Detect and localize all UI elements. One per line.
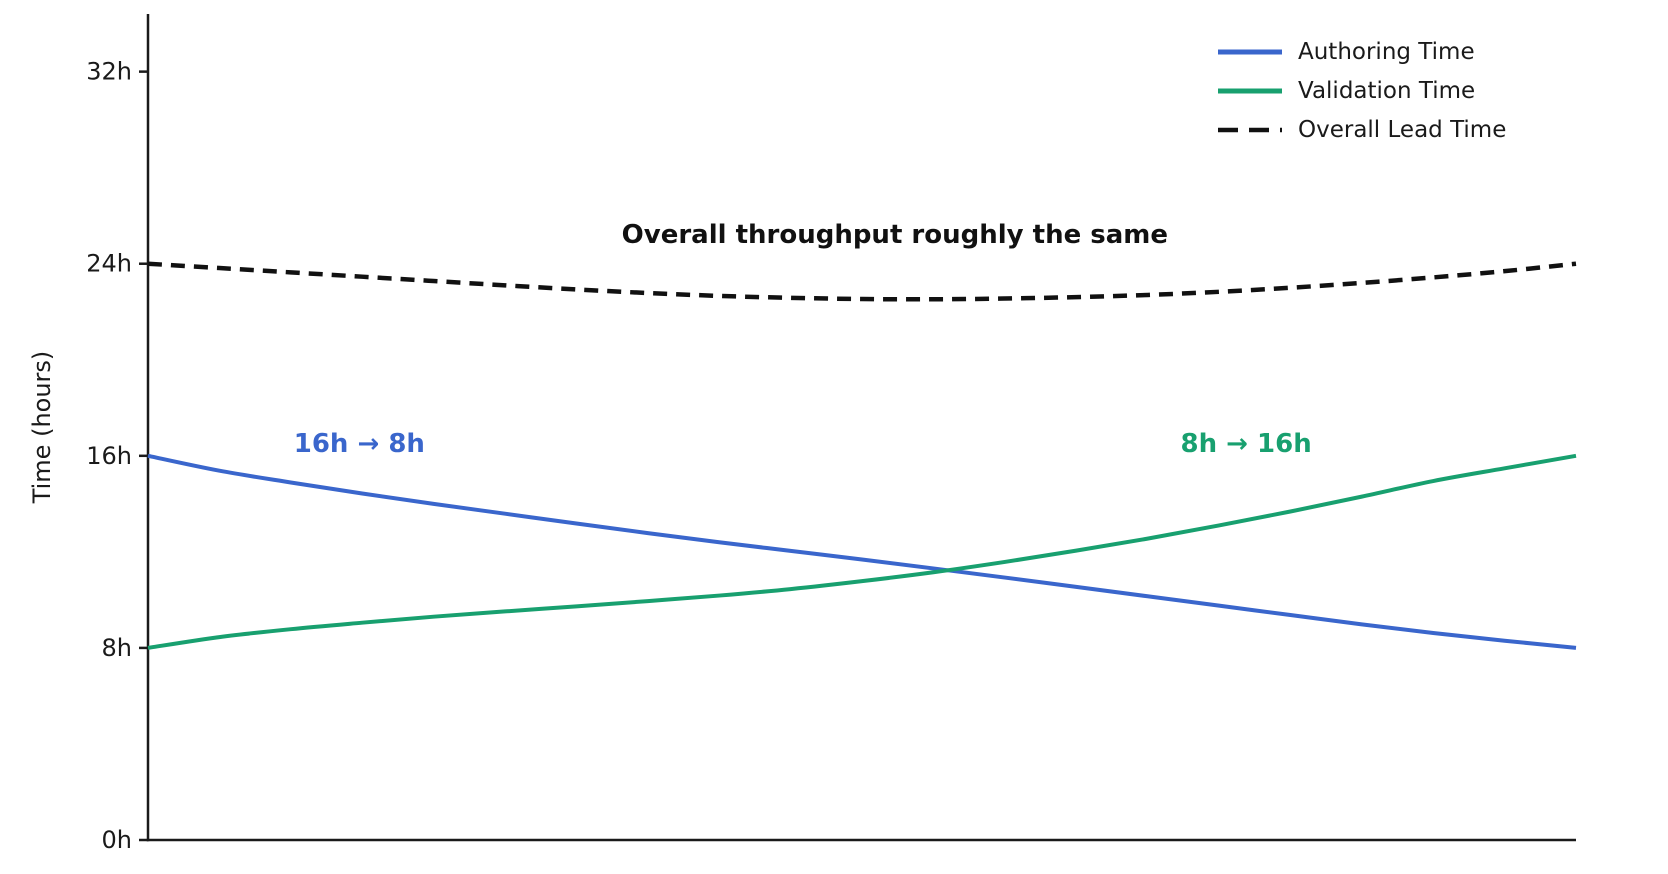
- legend-label-overall-lead-time: Overall Lead Time: [1298, 117, 1506, 143]
- series-line-overall-lead-time: [147, 261, 1577, 302]
- y-axis-title: Time (hours): [28, 351, 56, 505]
- y-axis-tick-label: 24h: [86, 250, 132, 278]
- legend-label-authoring-time: Authoring Time: [1298, 39, 1475, 65]
- series-line-validation-time: [147, 453, 1577, 650]
- y-axis-tick-label: 0h: [102, 826, 132, 854]
- y-axis-tick-label: 16h: [86, 442, 132, 470]
- annotation-validation-change: 8h → 16h: [1181, 429, 1312, 459]
- legend-label-validation-time: Validation Time: [1298, 78, 1475, 104]
- y-axis-tick-label: 8h: [102, 634, 132, 662]
- annotation-overall-note: Overall throughput roughly the same: [622, 220, 1168, 250]
- y-axis-tick-label: 32h: [86, 58, 132, 86]
- annotation-authoring-change: 16h → 8h: [294, 429, 425, 459]
- series-line-authoring-time: [147, 453, 1577, 650]
